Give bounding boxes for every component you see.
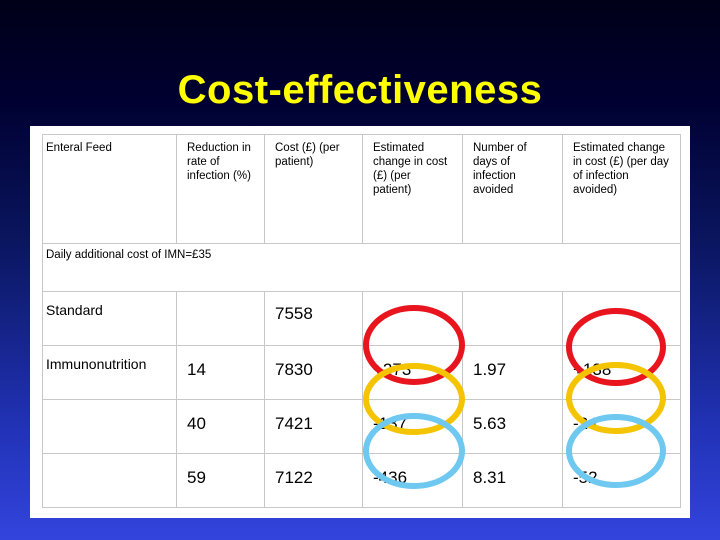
- cell-days: 1.97: [462, 344, 563, 400]
- cell-change: [362, 290, 463, 346]
- table-row: 40 7421 -137 5.63 -24: [42, 398, 681, 454]
- cell-feed: [42, 398, 177, 454]
- cost-effectiveness-table: Enteral Feed Reduction in rate of infect…: [42, 133, 681, 509]
- header-cell-cost: Cost (£) (per patient): [264, 133, 363, 245]
- cell-days: [462, 290, 563, 346]
- cell-cost: 7558: [264, 290, 363, 346]
- table-header-row: Enteral Feed Reduction in rate of infect…: [42, 133, 681, 245]
- cell-change: -436: [362, 452, 463, 509]
- cell-change: -137: [362, 398, 463, 454]
- cell-change: +273: [362, 344, 463, 400]
- table-row: Standard 7558: [42, 290, 681, 346]
- header-cell-estimated-change: Estimated change in cost (£) (per patien…: [362, 133, 463, 245]
- table-row: Immunonutrition 14 7830 +273 1.97 +138: [42, 344, 681, 400]
- cell-reduction: 14: [176, 344, 265, 400]
- table-panel: Enteral Feed Reduction in rate of infect…: [30, 126, 690, 518]
- header-cell-enteral-feed: Enteral Feed: [42, 133, 177, 245]
- cell-reduction: [176, 290, 265, 346]
- cell-cost: 7421: [264, 398, 363, 454]
- cell-change-per-day: [562, 290, 681, 346]
- header-cell-reduction: Reduction in rate of infection (%): [176, 133, 265, 245]
- cell-change-per-day: -24: [562, 398, 681, 454]
- cell-change-per-day: +138: [562, 344, 681, 400]
- cell-feed: Standard: [42, 290, 177, 346]
- cell-days: 8.31: [462, 452, 563, 509]
- cell-days: 5.63: [462, 398, 563, 454]
- cell-feed: [42, 452, 177, 509]
- header-cell-days-avoided: Number of days of infection avoided: [462, 133, 563, 245]
- cell-feed: Immunonutrition: [42, 344, 177, 400]
- cell-cost: 7830: [264, 344, 363, 400]
- note-cell: Daily additional cost of IMN=£35: [42, 243, 681, 292]
- table-note-row: Daily additional cost of IMN=£35: [42, 243, 681, 292]
- slide-title: Cost-effectiveness: [177, 68, 543, 112]
- table-row: 59 7122 -436 8.31 -52: [42, 452, 681, 509]
- cell-reduction: 40: [176, 398, 265, 454]
- cell-cost: 7122: [264, 452, 363, 509]
- cell-reduction: 59: [176, 452, 265, 509]
- cell-change-per-day: -52: [562, 452, 681, 509]
- header-cell-change-per-day: Estimated change in cost (£) (per day of…: [562, 133, 681, 245]
